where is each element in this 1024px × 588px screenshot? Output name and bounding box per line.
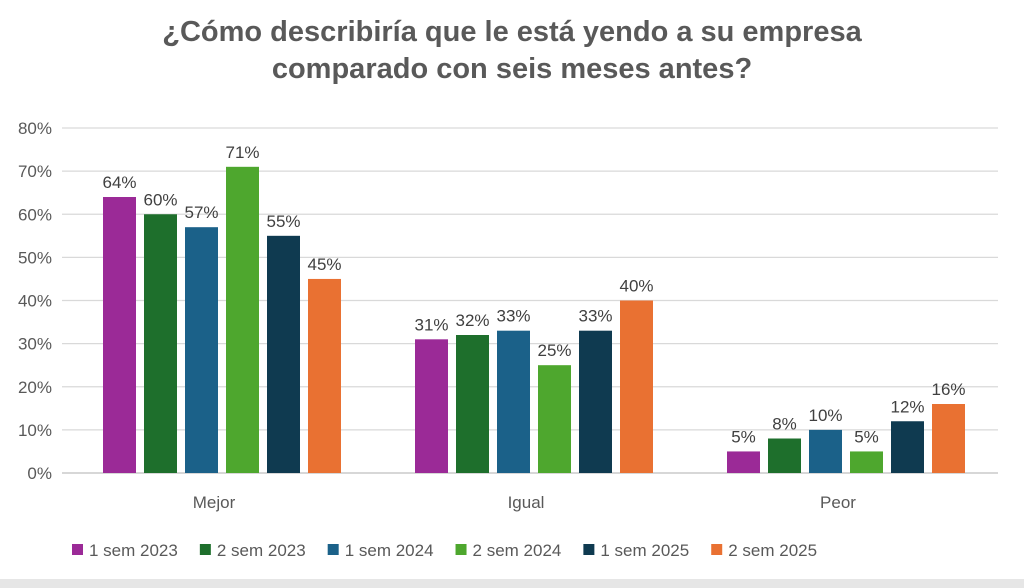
legend-label: 2 sem 2025 bbox=[728, 541, 817, 560]
data-label: 60% bbox=[143, 190, 177, 209]
bar bbox=[727, 451, 760, 473]
chart-title-line-1: ¿Cómo describiría que le está yendo a su… bbox=[162, 16, 862, 48]
y-tick-label: 40% bbox=[18, 292, 52, 311]
y-tick-label: 80% bbox=[18, 119, 52, 138]
data-label: 33% bbox=[496, 307, 530, 326]
legend-swatch bbox=[72, 544, 83, 555]
data-label: 8% bbox=[772, 415, 797, 434]
data-label: 71% bbox=[225, 143, 259, 162]
bar bbox=[103, 197, 136, 473]
data-label: 64% bbox=[102, 173, 136, 192]
bar bbox=[185, 227, 218, 473]
legend-swatch bbox=[711, 544, 723, 555]
bar bbox=[308, 278, 341, 473]
y-tick-label: 50% bbox=[18, 248, 52, 267]
data-label: 31% bbox=[414, 315, 448, 334]
data-label: 5% bbox=[854, 427, 879, 446]
bar bbox=[809, 429, 842, 473]
legend-label: 1 sem 2023 bbox=[89, 541, 178, 560]
data-label: 55% bbox=[266, 212, 300, 231]
data-label: 12% bbox=[890, 397, 924, 416]
y-tick-label: 30% bbox=[18, 335, 52, 354]
y-tick-label: 0% bbox=[27, 464, 52, 483]
data-label: 32% bbox=[455, 311, 489, 330]
bar bbox=[267, 235, 300, 473]
bar bbox=[497, 330, 530, 473]
data-label: 33% bbox=[578, 307, 612, 326]
data-label: 57% bbox=[184, 203, 218, 222]
bar bbox=[415, 339, 448, 473]
bar bbox=[144, 214, 177, 473]
x-tick-label: Mejor bbox=[193, 493, 236, 512]
bar bbox=[850, 451, 883, 473]
bar bbox=[932, 404, 965, 473]
y-tick-label: 10% bbox=[18, 421, 52, 440]
x-tick-label: Igual bbox=[508, 493, 545, 512]
legend-swatch bbox=[199, 544, 211, 555]
bar bbox=[768, 438, 801, 473]
legend-swatch bbox=[327, 544, 339, 555]
chart-title-line-2: comparado con seis meses antes? bbox=[271, 53, 753, 85]
bar bbox=[226, 166, 259, 473]
legend-label: 1 sem 2024 bbox=[345, 541, 434, 560]
y-tick-label: 60% bbox=[18, 205, 52, 224]
chart-title: ¿Cómo describiría que le está yendo a su… bbox=[0, 14, 1024, 88]
data-label: 45% bbox=[307, 255, 341, 274]
bar bbox=[620, 300, 653, 473]
data-label: 5% bbox=[731, 427, 756, 446]
y-tick-label: 70% bbox=[18, 162, 52, 181]
x-tick-label: Peor bbox=[820, 493, 856, 512]
legend-label: 2 sem 2024 bbox=[473, 541, 562, 560]
legend-label: 2 sem 2023 bbox=[217, 541, 306, 560]
legend-label: 1 sem 2025 bbox=[600, 541, 689, 560]
y-tick-label: 20% bbox=[18, 378, 52, 397]
bar bbox=[891, 421, 924, 473]
data-label: 40% bbox=[619, 277, 653, 296]
legend-swatch bbox=[583, 544, 595, 555]
bar bbox=[456, 335, 489, 473]
bottom-border bbox=[0, 579, 1024, 588]
legend-swatch bbox=[455, 544, 467, 555]
data-label: 25% bbox=[537, 341, 571, 360]
bar bbox=[579, 330, 612, 473]
data-label: 16% bbox=[931, 380, 965, 399]
data-label: 10% bbox=[808, 406, 842, 425]
bar bbox=[538, 365, 571, 473]
